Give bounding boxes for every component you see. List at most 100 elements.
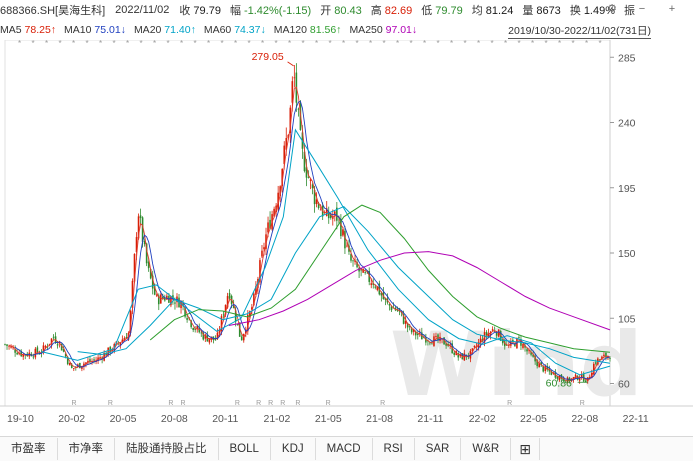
candle-body: [255, 286, 257, 295]
tab-indicator[interactable]: 市净率: [58, 438, 115, 460]
candle-body: [538, 363, 540, 368]
candle-body: [236, 324, 239, 326]
plus-icon[interactable]: +: [668, 3, 676, 15]
candle-body: [414, 331, 417, 336]
tab-indicator[interactable]: KDJ: [271, 438, 316, 460]
candle-body: [584, 380, 587, 383]
ma-label: MA10: [64, 24, 95, 36]
candle-body: [202, 332, 205, 340]
candle-body: [123, 338, 126, 341]
date-range[interactable]: 2019/10/30-2022/11/02(731日): [508, 25, 651, 39]
candle-body: [135, 237, 138, 253]
candle-body: [52, 336, 55, 338]
candle-body: [10, 346, 12, 348]
quote-item-label: 低: [421, 5, 433, 17]
candle-body: [346, 245, 348, 247]
ma-item: MA10 75.01↓: [64, 24, 126, 36]
candle-body: [544, 366, 547, 371]
candle-body: [603, 354, 605, 356]
tab-indicator[interactable]: RSI: [373, 438, 415, 460]
candle-body: [131, 280, 134, 308]
ma-value: 97.01↓: [385, 24, 418, 36]
quote-item-value: 8673: [536, 5, 561, 17]
candle-body: [16, 352, 18, 355]
y-tick-label: 285: [618, 52, 636, 64]
candle-body: [79, 362, 81, 369]
candle-body: [4, 344, 6, 345]
quote-item: 量 8673: [522, 5, 560, 17]
tab-indicator[interactable]: ⊞: [511, 438, 540, 460]
candle-body: [449, 344, 451, 346]
candle-body: [44, 346, 47, 348]
candle-body: [465, 354, 468, 358]
event-marker: *: [342, 40, 345, 48]
quote-item: 均 81.24: [472, 5, 514, 17]
tab-indicator[interactable]: W&R: [461, 438, 512, 460]
x-tick-label: 19-10: [7, 413, 34, 425]
event-marker: *: [207, 40, 210, 48]
event-marker: *: [545, 40, 548, 48]
event-marker: *: [477, 40, 480, 48]
y-tick-label: 240: [618, 118, 636, 130]
tab-indicator[interactable]: BOLL: [219, 438, 271, 460]
gear-icon[interactable]: ⚙: [607, 3, 617, 15]
candle-body: [429, 342, 431, 344]
tab-indicator[interactable]: SAR: [415, 438, 462, 460]
candle-body: [143, 241, 146, 245]
candle-body: [595, 362, 597, 364]
ma-line-ma20: [41, 128, 611, 376]
quote-item-label: 换: [569, 5, 581, 17]
x-tick-label: 21-11: [417, 413, 443, 425]
candle-body: [226, 296, 229, 308]
quote-item: 换 1.49%: [570, 5, 615, 17]
event-marker: *: [504, 40, 507, 48]
event-marker: *: [437, 40, 440, 48]
event-marker: *: [531, 40, 534, 48]
event-marker: *: [369, 40, 372, 48]
candle-body: [141, 217, 144, 242]
ma-value: 75.01↓: [94, 24, 126, 36]
x-tick-label: 21-02: [264, 413, 291, 425]
candle-body: [443, 337, 445, 345]
x-tick-label: 20-02: [58, 413, 85, 425]
ma-label: MA20: [133, 24, 165, 36]
candle-body: [384, 298, 387, 300]
tab-indicator[interactable]: 陆股通持股占比: [115, 438, 219, 460]
candle-body: [309, 179, 312, 181]
header-icons: ⚙ − +: [605, 2, 689, 16]
quote-item: 幅 -1.42%(-1.15): [230, 5, 311, 17]
event-marker: R: [580, 400, 585, 407]
ma-label: MA250: [349, 24, 386, 36]
candle-body: [435, 335, 437, 337]
candle-body: [267, 222, 269, 233]
event-marker: *: [140, 40, 143, 48]
candle-body: [149, 268, 152, 279]
candle-body: [495, 331, 498, 336]
event-marker: R: [168, 400, 173, 407]
event-marker: R: [326, 400, 331, 407]
candle-body: [287, 134, 290, 139]
tab-indicator[interactable]: MACD: [316, 438, 373, 460]
event-marker: *: [248, 40, 251, 48]
candle-body: [214, 338, 217, 341]
candle-body: [259, 260, 261, 283]
candle-body: [580, 374, 583, 378]
candle-body: [356, 262, 358, 268]
candle-body: [408, 325, 411, 327]
candle-body: [473, 345, 476, 348]
tab-indicator[interactable]: 市盈率: [0, 438, 58, 460]
candle-body: [564, 381, 567, 383]
ticker-label: 688366.SH[昊海生科]: [0, 5, 106, 17]
candle-body: [38, 353, 41, 355]
high-annotation: 279.05: [252, 51, 284, 63]
minus-icon[interactable]: −: [638, 3, 646, 15]
candle-body: [336, 207, 338, 221]
ma-item: MA120 81.56↑: [274, 24, 342, 36]
candle-body: [208, 339, 211, 343]
quote-item: 收 79.79: [179, 5, 221, 17]
event-marker: R: [256, 400, 261, 407]
candle-body: [85, 362, 87, 364]
y-tick-label: 195: [618, 183, 636, 195]
